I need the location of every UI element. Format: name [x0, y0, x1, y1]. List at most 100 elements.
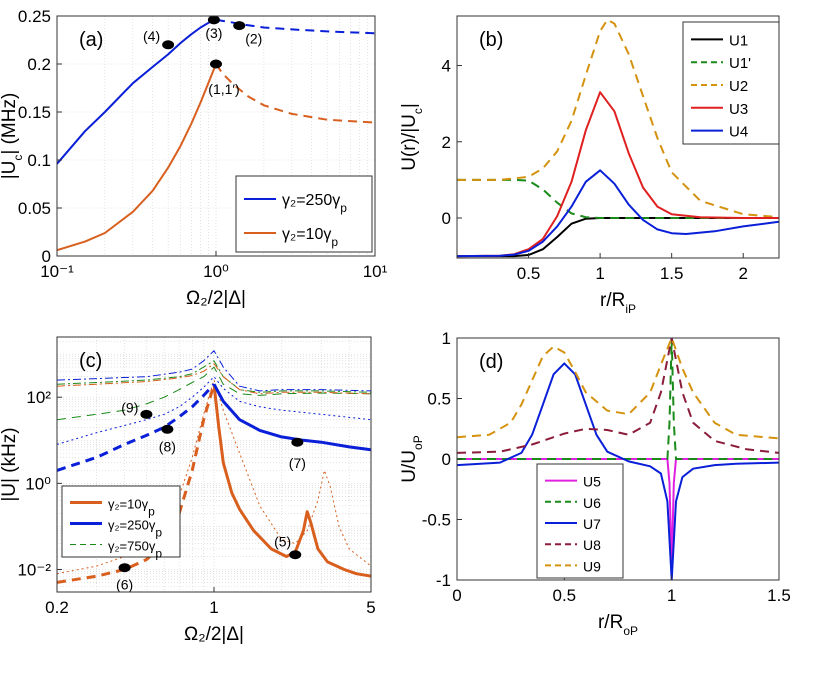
series-line--750-p [57, 366, 371, 421]
legend-entry: U5 [583, 474, 601, 490]
legend-box [61, 485, 181, 558]
marker-point [291, 437, 304, 447]
y-tick-label: 4 [442, 57, 451, 76]
marker-label: (8) [159, 438, 176, 454]
series-line-u3 [457, 91, 779, 258]
ticks [456, 337, 780, 581]
series-line--250-p [57, 383, 216, 472]
x-tick-label: 1.5 [767, 586, 791, 605]
x-tick-label: 0.5 [517, 264, 541, 283]
y-tick-label: 10⁰ [25, 474, 51, 493]
x-axis-label: Ω₂/2|Δ| [184, 624, 244, 645]
y-tick-label: 0.15 [18, 103, 51, 122]
y-axis-label: |Uc| (MHz) [0, 93, 25, 180]
legend-box [536, 463, 624, 579]
series-line-u6 [457, 338, 779, 460]
marker-label: (7) [289, 455, 306, 471]
grid [57, 15, 375, 257]
marker-label: (1,1′) [208, 81, 239, 97]
x-axis-label: r/RoP [598, 612, 638, 638]
panel-label: (c) [79, 350, 102, 372]
y-axis-label: U(r)/|Uc| [399, 103, 425, 171]
panel-label: (d) [479, 351, 503, 373]
grid [57, 337, 371, 592]
legend-entry: U3 [729, 101, 748, 118]
marker-point [118, 563, 131, 573]
x-tick-label: 10⁻¹ [40, 262, 74, 281]
series-line--250-p-dashed- [215, 18, 375, 35]
legend-entry: γ₂=250γp [108, 518, 162, 540]
series-line-u7 [457, 362, 779, 580]
y-tick-label: 0.1 [27, 151, 51, 170]
marker-point [289, 550, 302, 560]
marker-point [233, 21, 246, 31]
x-tick-label: 10⁰ [203, 262, 229, 281]
series-line--10-p-dash-dot- [57, 363, 371, 395]
marker-point [161, 424, 174, 434]
x-tick-label: 0.2 [45, 598, 69, 617]
series-line--10-p-thin- [57, 379, 371, 575]
series-line--10-p [57, 63, 217, 252]
y-tick-label: 0 [442, 450, 451, 469]
y-tick-label: 0.25 [18, 7, 51, 26]
y-axis-label: U/UoP [399, 435, 425, 482]
x-tick-label: 2 [738, 264, 747, 283]
legend-entry: U9 [583, 558, 601, 574]
marker-point [210, 59, 222, 69]
x-axis-label: r/RiP [600, 290, 636, 316]
legend-entry: U2 [729, 78, 748, 95]
series-line-u4 [457, 169, 779, 258]
series-line--250-p-thin- [57, 376, 371, 445]
y-tick-label: 0.05 [18, 199, 51, 218]
series-line-u2 [457, 18, 779, 219]
x-tick-label: 1.5 [660, 264, 684, 283]
series-group [457, 338, 779, 580]
legend-entry: γ₂=750γp [108, 539, 162, 561]
series-line-u8 [457, 338, 779, 454]
y-tick-label: 10² [26, 388, 51, 407]
marker-label: (4) [143, 28, 160, 44]
y-tick-label: -1 [436, 571, 451, 590]
x-tick-label: 10¹ [363, 262, 388, 281]
legend-entry: U4 [729, 124, 748, 141]
marker-point [162, 40, 175, 50]
series-line-u1 [457, 217, 779, 258]
panel-label: (b) [479, 29, 503, 51]
marker-label: (3) [205, 25, 222, 41]
x-tick-label: 1 [209, 598, 218, 617]
x-tick-label: 5 [366, 598, 375, 617]
legend-entry: γ₂=250γp [282, 192, 347, 215]
marker-label: (9) [121, 399, 138, 415]
ticks [457, 65, 744, 258]
y-tick-label: 0.2 [27, 55, 51, 74]
legend-entry: γ₂=10γp [282, 226, 338, 249]
legend-entry: U7 [583, 516, 601, 532]
legend-box [682, 21, 780, 145]
legend-a: γ₂=250γp γ₂=10γp [235, 175, 373, 253]
marker-point [140, 409, 153, 419]
x-axis-label: Ω₂/2|Δ| [186, 288, 246, 309]
ticks [56, 396, 372, 592]
panel-c: (9) (8) (7) (5) (6) 0.2 1 5 10⁻² 10⁰ 10² (c) Ω₂/2|Δ|… [0, 336, 376, 645]
series-line--10-p-dashed- [215, 63, 375, 124]
series-group [457, 18, 779, 258]
y-tick-label: 0 [442, 209, 451, 228]
legend-entry: U1 [729, 32, 748, 49]
series-line-u9 [457, 338, 779, 440]
marker-label: (2) [245, 31, 262, 47]
series-line--250-p-solid- [212, 383, 371, 452]
x-tick-label: 0 [452, 586, 461, 605]
panel-label: (a) [79, 29, 103, 51]
y-tick-label: 0 [42, 247, 51, 266]
series-line--250-p-dash-dot- [57, 350, 371, 392]
x-tick-label: 0.5 [553, 586, 577, 605]
series-line--10-p [57, 383, 216, 584]
y-tick-label: 2 [442, 133, 451, 152]
marker-label: (5) [274, 534, 291, 550]
y-tick-label: -0.5 [422, 511, 451, 530]
legend-entry: U8 [583, 537, 601, 553]
legend-entry: γ₂=10γp [108, 497, 155, 519]
